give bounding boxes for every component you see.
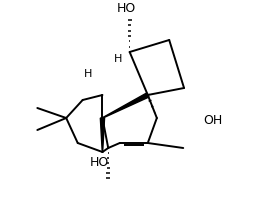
Text: OH: OH <box>203 114 222 127</box>
Polygon shape <box>102 93 149 118</box>
Text: HO: HO <box>116 2 135 15</box>
Polygon shape <box>100 118 104 152</box>
Text: H: H <box>84 69 92 79</box>
Text: H: H <box>114 54 123 64</box>
Text: HO: HO <box>90 156 109 169</box>
